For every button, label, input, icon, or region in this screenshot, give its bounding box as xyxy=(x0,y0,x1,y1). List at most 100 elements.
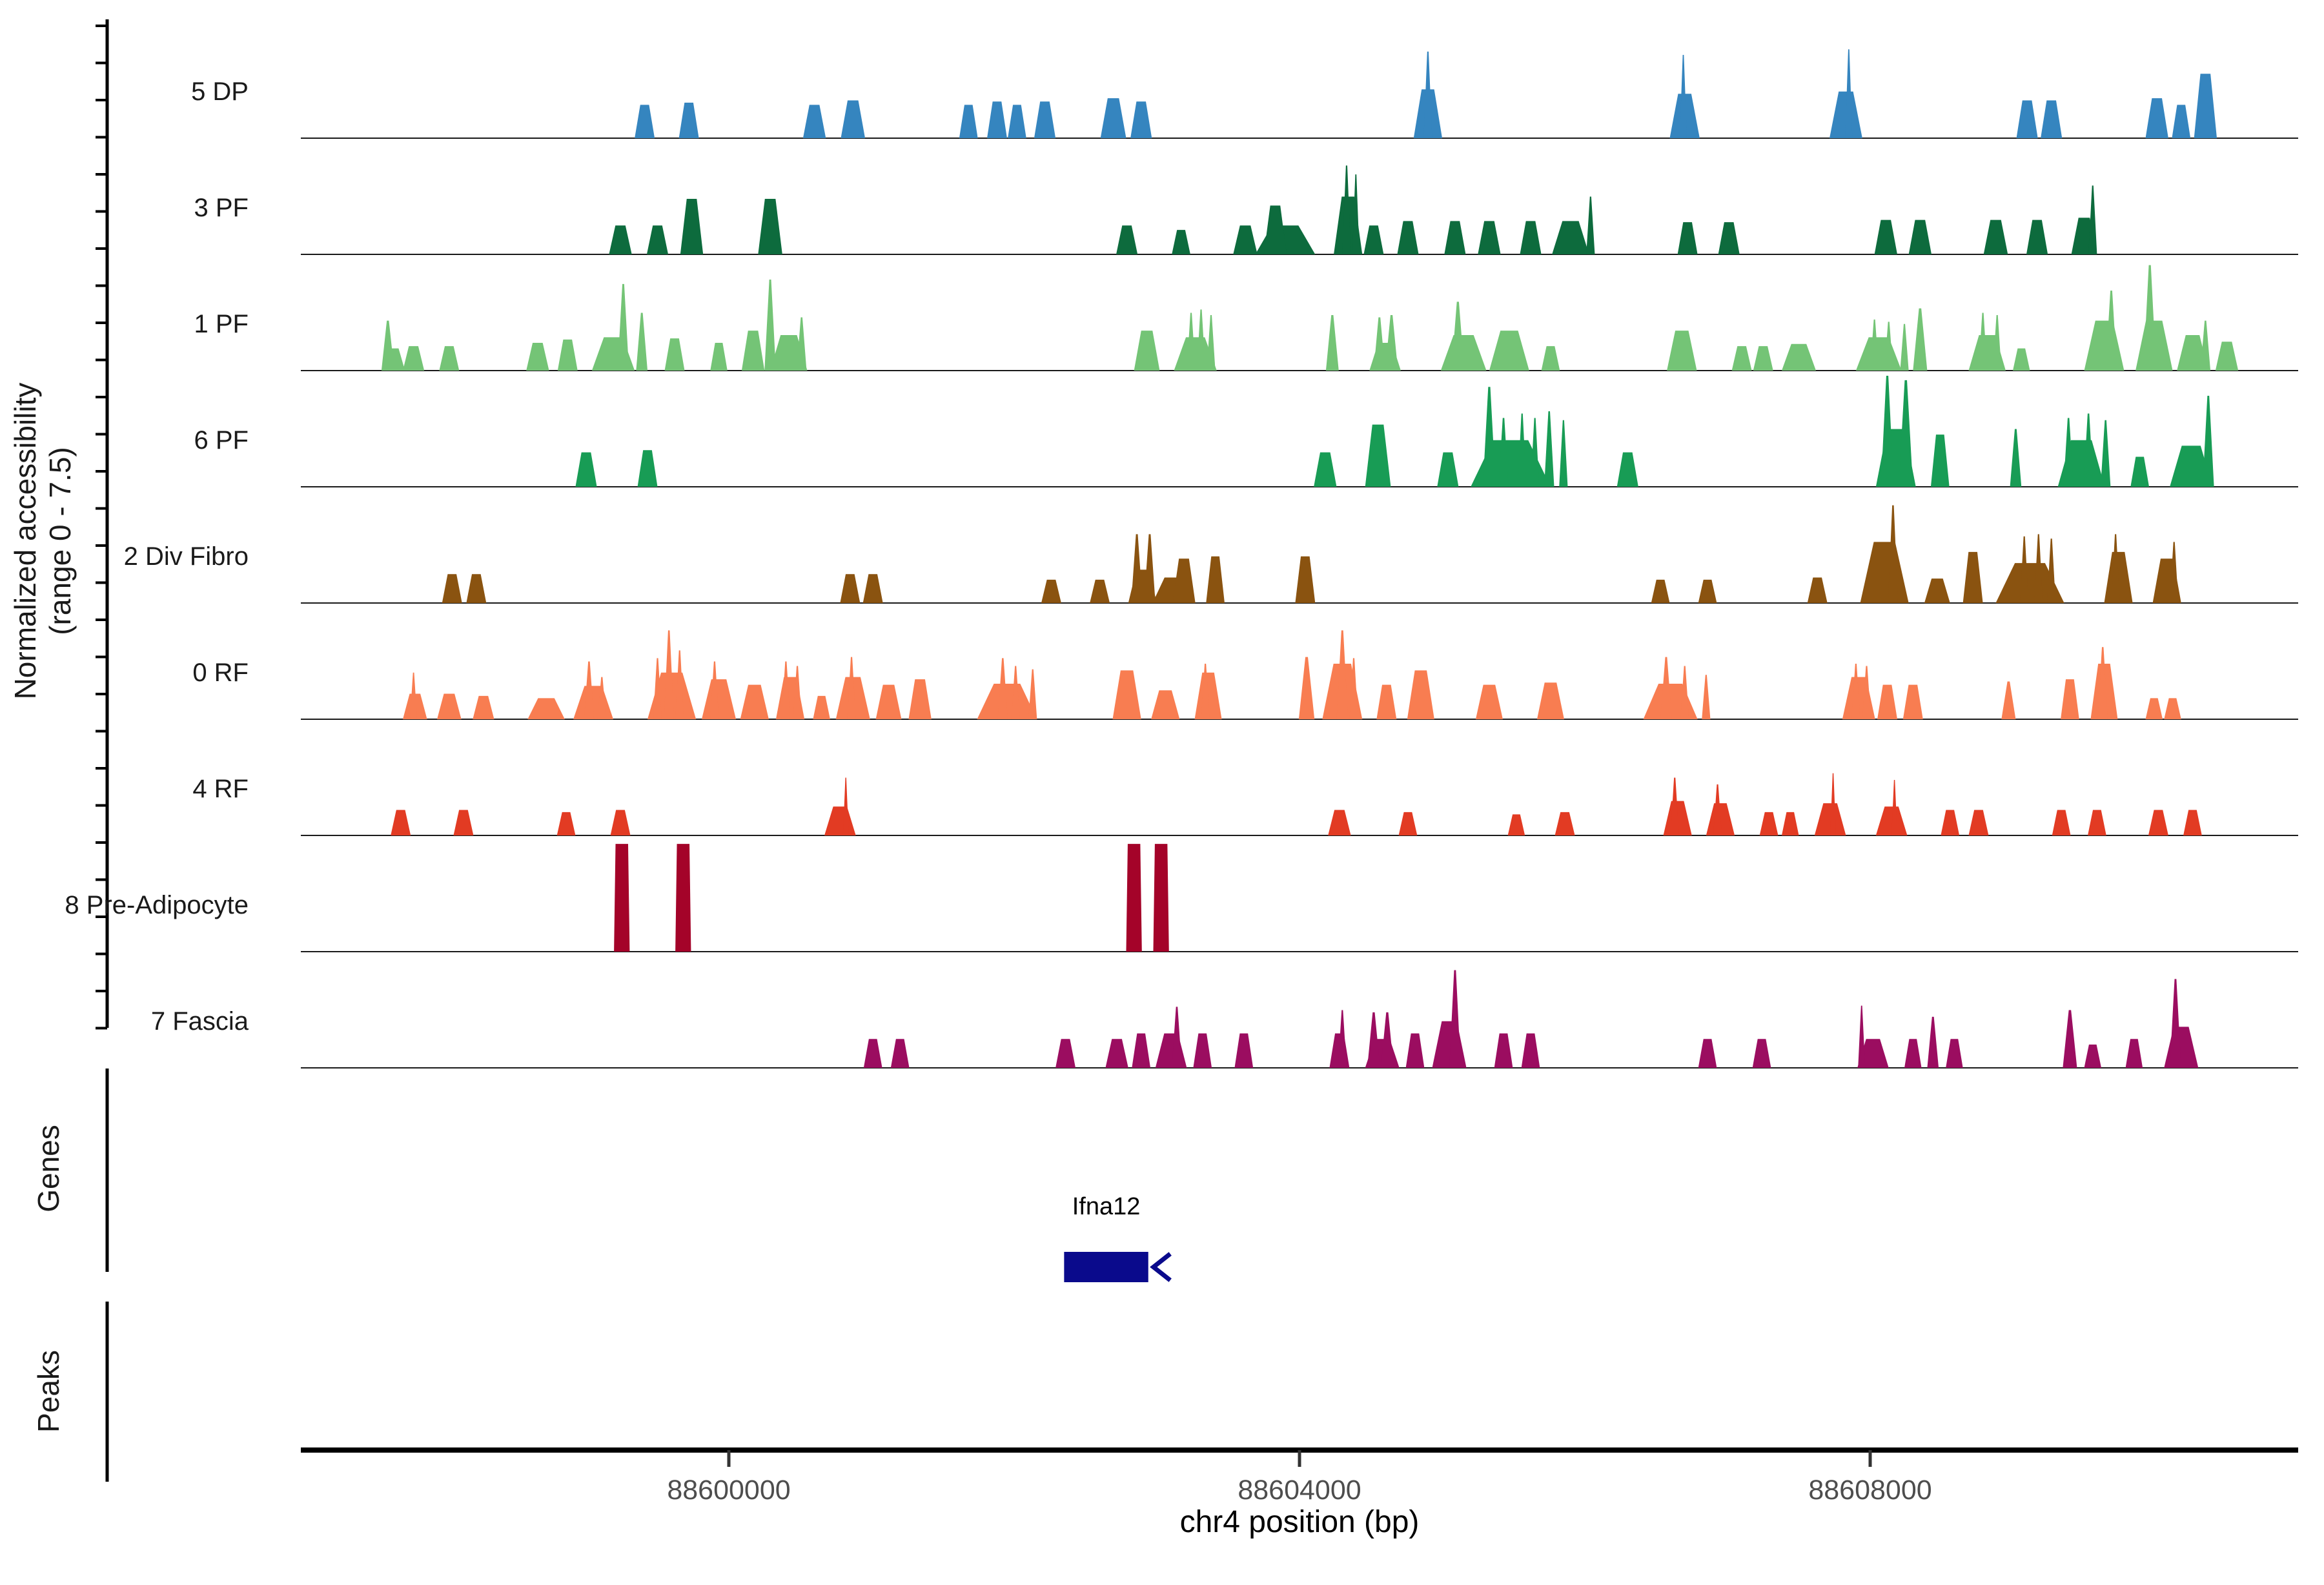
gene-label: Ifna12 xyxy=(1072,1193,1141,1220)
coverage-peak xyxy=(1349,658,1358,719)
coverage-peak xyxy=(653,658,662,719)
coverage-peak xyxy=(1713,784,1722,835)
coverage-peak xyxy=(842,777,849,835)
coverage-peak xyxy=(410,672,418,719)
coverage-peak xyxy=(575,452,597,487)
plot-canvas xyxy=(96,19,2298,1482)
coverage-peak xyxy=(442,574,462,603)
coverage-peak xyxy=(802,105,826,138)
coverage-peak xyxy=(1552,221,1589,254)
coverage-peak xyxy=(2215,342,2239,371)
coverage-peak xyxy=(863,1039,882,1068)
coverage-peak xyxy=(439,346,460,371)
track-peaks xyxy=(403,630,2181,719)
coverage-peak xyxy=(617,283,629,371)
coverage-peak xyxy=(710,343,728,371)
coverage-peak xyxy=(1385,315,1398,371)
peaks-section-label: Peaks xyxy=(32,1350,65,1433)
coverage-peak xyxy=(403,346,425,371)
coverage-peak xyxy=(977,683,1037,719)
coverage-peak xyxy=(2111,534,2120,603)
track-peaks xyxy=(609,165,2097,254)
coverage-peak xyxy=(1968,810,1989,835)
coverage-peak xyxy=(1055,1039,1076,1068)
coverage-peak xyxy=(1518,413,1527,487)
coverage-peak xyxy=(664,338,685,371)
coverage-peak xyxy=(1365,424,1391,487)
coverage-peak xyxy=(1680,666,1689,719)
track-label: 7 Fascia xyxy=(150,1007,249,1036)
coverage-peak xyxy=(2026,220,2048,254)
coverage-peak xyxy=(1667,331,1697,371)
coverage-peak xyxy=(1090,579,1110,603)
coverage-peak xyxy=(2047,538,2056,603)
coverage-peak xyxy=(526,343,549,371)
coverage-peak xyxy=(473,695,494,719)
track-label: 5 DP xyxy=(191,77,249,106)
coverage-peak xyxy=(1338,1010,1347,1068)
coverage-peak xyxy=(1554,812,1575,835)
coverage-peak xyxy=(1494,1033,1513,1068)
coverage-peak xyxy=(1151,690,1180,719)
coverage-peak xyxy=(1475,684,1503,719)
coverage-peak xyxy=(1881,376,1894,487)
coverage-peak xyxy=(1855,337,1902,371)
coverage-peak xyxy=(1807,577,1828,603)
coverage-peak xyxy=(987,101,1007,138)
coverage-peak xyxy=(2164,698,2181,719)
coverage-peak xyxy=(1376,684,1397,719)
coverage-peak xyxy=(1011,666,1020,719)
coverage-peak xyxy=(1432,1021,1467,1068)
coverage-peak xyxy=(1398,812,1418,835)
coverage-peak xyxy=(1698,1039,1717,1068)
coverage-peak xyxy=(813,695,830,719)
coverage-peak xyxy=(1132,1033,1151,1068)
coverage-peak xyxy=(840,574,861,603)
coverage-peak xyxy=(1899,380,1913,487)
coverage-peak xyxy=(1830,91,1862,138)
coverage-peak xyxy=(610,810,631,835)
coverage-peak xyxy=(1858,1005,1866,1068)
coverage-peak xyxy=(1234,1033,1254,1068)
coverage-peak xyxy=(1174,337,1217,371)
coverage-peak xyxy=(2013,348,2030,371)
coverage-peak xyxy=(959,105,978,138)
coverage-peak xyxy=(781,661,791,719)
coverage-peak xyxy=(1397,221,1419,254)
coverage-peak xyxy=(609,225,632,254)
coverage-peak xyxy=(678,102,699,138)
coverage-peak xyxy=(1373,317,1385,371)
coverage-peak xyxy=(2202,395,2214,487)
coverage-peak xyxy=(1781,812,1799,835)
coverage-peak xyxy=(824,806,856,835)
coverage-peak xyxy=(680,199,704,254)
coverage-peak xyxy=(1407,670,1434,719)
coverage-peak xyxy=(1930,435,1950,487)
coverage-peak xyxy=(1993,315,2002,371)
coverage-peak xyxy=(636,312,648,371)
coverage-peak xyxy=(1845,49,1853,139)
coverage-peak xyxy=(2200,320,2211,371)
coverage-peak xyxy=(637,450,658,487)
coverage-peak xyxy=(1531,418,1540,487)
track-peaks xyxy=(381,265,2239,371)
coverage-peak xyxy=(2063,418,2074,487)
coverage-peak xyxy=(764,279,776,371)
coverage-peak xyxy=(1041,579,1061,603)
coverage-peak xyxy=(1759,812,1779,835)
coverage-peak xyxy=(2164,1027,2199,1068)
coverage-peak xyxy=(1172,558,1196,603)
coverage-peak xyxy=(1559,420,1568,487)
coverage-peak xyxy=(1521,1033,1540,1068)
coverage-peak xyxy=(2088,810,2106,835)
coverage-peak xyxy=(1295,556,1316,603)
coverage-peak xyxy=(1902,684,1923,719)
coverage-peak xyxy=(1660,657,1672,719)
coverage-peak xyxy=(1520,221,1542,254)
x-axis-tick-label: 88600000 xyxy=(667,1475,791,1506)
coverage-peak xyxy=(675,650,684,719)
coverage-peak xyxy=(2148,810,2168,835)
coverage-peak xyxy=(2016,100,2038,138)
coverage-peak xyxy=(1187,312,1196,371)
coverage-peak xyxy=(1507,814,1525,835)
